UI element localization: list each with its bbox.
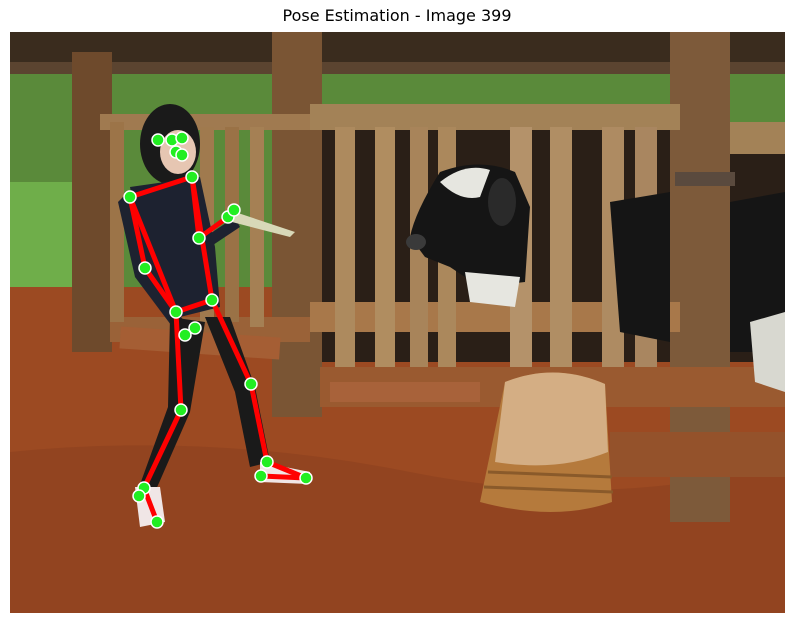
keypoint [192,231,206,245]
keypoint [299,471,313,485]
keypoint [175,131,189,145]
woven-basket [480,372,614,512]
fence-rail [730,122,785,154]
fence-slat [550,127,572,367]
skeleton-bone [173,309,184,413]
skeleton-bone [141,407,184,491]
cow [406,164,785,392]
photo-canvas [10,32,785,613]
fence-rail [610,432,785,477]
keypoint [260,455,274,469]
person-leg-left [138,317,205,492]
keypoint [205,293,219,307]
fence-slat [110,122,124,322]
keypoint [138,261,152,275]
skeleton-bone [127,194,179,315]
skeleton-bone [248,381,270,465]
keypoint [174,403,188,417]
keypoint [185,170,199,184]
person-held-item [232,212,295,237]
pose-keypoints [123,131,313,529]
person-arm-left [118,192,195,337]
keypoint [254,469,268,483]
keypoint [151,133,165,147]
fence-slat [335,127,355,367]
figure-title: Pose Estimation - Image 399 [282,6,512,25]
person-arm-right [193,182,240,247]
ground-texture [10,445,785,613]
keypoint [178,328,192,342]
keypoint [188,321,202,335]
ground-board [330,382,480,402]
skeleton-bone [258,473,309,481]
keypoint [150,515,164,529]
wooden-post [272,32,322,417]
gate-latch [675,172,735,186]
keypoint [227,203,241,217]
roof-beam-edge [10,62,785,74]
skeleton-bone [209,297,254,387]
person-leg-right [205,317,270,467]
keypoint [244,377,258,391]
keypoint [123,190,137,204]
keypoint [132,489,146,503]
keypoint [175,148,189,162]
photo-scene [10,32,785,613]
fence-slat [375,127,395,367]
skeleton-bone [127,174,195,200]
keypoint [169,305,183,319]
fence-rail [310,104,680,130]
wooden-post [72,52,112,352]
